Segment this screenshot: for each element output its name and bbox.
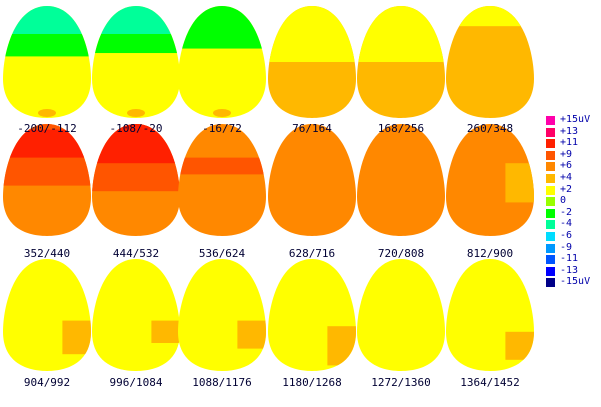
- time-window-label: 352/440: [23, 247, 71, 260]
- time-window-label: 444/532: [112, 247, 160, 260]
- time-window-label: 628/716: [288, 247, 336, 260]
- time-window-label: 260/348: [466, 122, 514, 135]
- legend-swatch: [546, 127, 555, 137]
- scalp-map: [3, 124, 91, 236]
- time-window-label: 168/256: [377, 122, 425, 135]
- electrode-spot: [38, 109, 56, 117]
- scalp-map-region: [3, 6, 91, 34]
- legend-label: 0: [560, 195, 567, 207]
- scalp-map: [92, 6, 180, 118]
- electrode-spot: [213, 109, 231, 117]
- scalp-map-region: [237, 320, 266, 349]
- time-window-label: 1364/1452: [460, 376, 520, 389]
- legend-swatch: [546, 162, 555, 172]
- legend-label: -6: [560, 229, 573, 241]
- electrode-spot: [127, 109, 145, 117]
- legend-label: +11: [560, 137, 579, 149]
- scalp-map-region: [268, 6, 356, 62]
- scalp-map: [357, 259, 445, 371]
- scalp-map-base: [178, 259, 266, 371]
- scalp-map-region: [446, 6, 534, 27]
- legend-swatch: [546, 266, 555, 276]
- scalp-map: [357, 6, 445, 118]
- scalp-map-region: [505, 163, 534, 203]
- scalp-map-base: [446, 124, 534, 236]
- legend-label: -15uV: [560, 276, 591, 288]
- scalp-map: [268, 124, 356, 236]
- scalp-map-region: [151, 320, 180, 343]
- scalp-map: [446, 6, 534, 118]
- scalp-map: [268, 259, 356, 371]
- legend-label: +13: [560, 125, 579, 137]
- legend-swatch: [546, 278, 555, 288]
- scalp-map-region: [357, 6, 445, 62]
- legend-label: -13: [560, 264, 579, 276]
- time-window-label: 536/624: [198, 247, 246, 260]
- legend-swatch: [546, 231, 555, 241]
- scalp-map: [268, 6, 356, 118]
- scalp-map: [178, 259, 266, 371]
- legend-swatch: [546, 197, 555, 207]
- legend-label: +6: [560, 160, 573, 172]
- time-window-label: -108/-20: [109, 122, 163, 135]
- legend-label: +15uV: [560, 114, 591, 125]
- scalp-map-region: [62, 320, 91, 355]
- legend-label: -4: [560, 218, 573, 230]
- time-window-label: -16/72: [202, 122, 242, 135]
- time-window-label: 996/1084: [109, 376, 163, 389]
- legend-label: +4: [560, 171, 573, 183]
- time-window-label: 76/164: [292, 122, 332, 135]
- scalp-map-region: [178, 6, 266, 49]
- legend-label: -11: [560, 253, 579, 265]
- legend-swatch: [546, 220, 555, 230]
- time-window-label: -200/-112: [17, 122, 77, 135]
- scalp-map: [3, 259, 91, 371]
- scalp-map-base: [178, 124, 266, 236]
- legend-label: -9: [560, 241, 573, 253]
- time-window-label: 720/808: [377, 247, 425, 260]
- time-window-label: 904/992: [23, 376, 71, 389]
- legend-swatch: [546, 255, 555, 265]
- scalp-map: [446, 124, 534, 236]
- legend-swatch: [546, 185, 555, 195]
- scalp-map: [178, 124, 266, 236]
- legend-swatch: [546, 116, 555, 125]
- scalp-map-region: [505, 331, 534, 360]
- legend-label: +9: [560, 148, 573, 160]
- scalp-map: [446, 259, 534, 371]
- scalp-map-region: [92, 6, 180, 34]
- scalp-map: [3, 6, 91, 118]
- legend-swatch: [546, 208, 555, 218]
- scalp-map: [92, 259, 180, 371]
- legend-label: -2: [560, 206, 573, 218]
- scalp-map-base: [357, 259, 445, 371]
- time-window-label: 1272/1360: [371, 376, 431, 389]
- time-window-label: 812/900: [466, 247, 514, 260]
- scalp-map-region: [92, 34, 180, 54]
- scalp-map: [92, 124, 180, 236]
- scalp-map: [357, 124, 445, 236]
- legend-swatch: [546, 243, 555, 253]
- scalp-map-base: [92, 259, 180, 371]
- scalp-map: [178, 6, 266, 118]
- scalp-map-base: [268, 124, 356, 236]
- legend-swatch: [546, 150, 555, 160]
- time-window-label: 1180/1268: [282, 376, 342, 389]
- time-window-label: 1088/1176: [192, 376, 252, 389]
- scalp-map-region: [178, 157, 266, 175]
- legend-label: +2: [560, 183, 573, 195]
- scalp-map-base: [357, 124, 445, 236]
- legend-swatch: [546, 139, 555, 149]
- scalp-map-region: [3, 34, 91, 57]
- legend-swatch: [546, 173, 555, 183]
- scalp-map-base: [446, 6, 534, 118]
